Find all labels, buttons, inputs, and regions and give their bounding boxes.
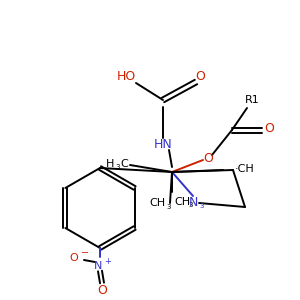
Text: O: O — [264, 122, 274, 136]
Text: R1: R1 — [244, 95, 260, 105]
Text: +: + — [104, 257, 111, 266]
Text: O: O — [97, 284, 107, 298]
Text: CH: CH — [149, 198, 165, 208]
Text: O: O — [195, 70, 205, 83]
Text: H: H — [106, 159, 114, 169]
Text: N: N — [94, 261, 102, 271]
Text: HO: HO — [116, 70, 136, 83]
Text: HN: HN — [154, 139, 172, 152]
Text: CH: CH — [174, 197, 190, 207]
Text: O: O — [70, 253, 78, 263]
Text: C: C — [120, 159, 128, 169]
Text: 3: 3 — [115, 164, 119, 170]
Text: ·CH: ·CH — [235, 164, 255, 174]
Text: O: O — [203, 152, 213, 166]
Text: 3: 3 — [166, 204, 170, 210]
Text: 3: 3 — [199, 203, 203, 209]
Text: N: N — [188, 196, 198, 209]
Text: −: − — [81, 248, 89, 258]
Text: 3: 3 — [188, 202, 193, 208]
